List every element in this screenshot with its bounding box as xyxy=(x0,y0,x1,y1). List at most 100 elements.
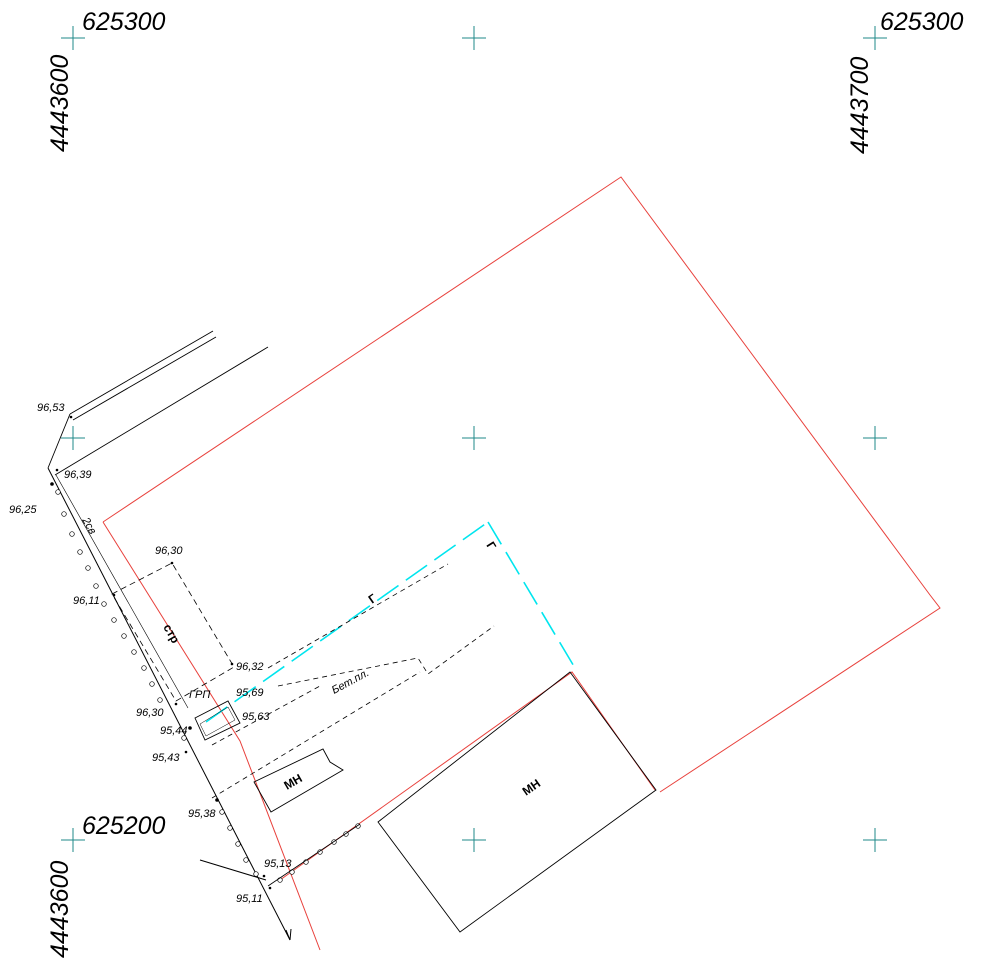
fence-post xyxy=(121,633,127,639)
grp-outline xyxy=(194,700,241,741)
fence-post xyxy=(111,617,117,623)
elevation-mark: 96,53 xyxy=(37,402,65,414)
fence-post xyxy=(85,565,91,571)
fence-line xyxy=(47,467,292,941)
arrow-head xyxy=(285,928,292,941)
concrete-pad xyxy=(211,563,495,799)
fence-post xyxy=(77,549,83,555)
property-boundary xyxy=(102,176,941,951)
grid-label-top-right-x: 625300 xyxy=(880,8,964,36)
elevation-point xyxy=(112,593,116,597)
fence-post xyxy=(317,849,323,855)
road-lines xyxy=(47,330,269,476)
gas-pipeline xyxy=(205,521,576,723)
fence-posts xyxy=(55,489,361,883)
elevation-point xyxy=(174,702,178,706)
elevation-point xyxy=(215,798,219,802)
road-edge xyxy=(69,330,214,415)
elevation-point xyxy=(50,482,54,486)
concrete-pad-edge xyxy=(267,563,449,669)
elevation-point xyxy=(184,750,188,754)
building-str xyxy=(111,562,235,702)
concrete-pad-edge xyxy=(277,625,495,687)
grp-inner xyxy=(199,706,236,737)
grid-cross xyxy=(462,828,486,852)
fence-post xyxy=(149,681,155,687)
building-mn-small-label: МН xyxy=(282,771,305,792)
gas-line-main xyxy=(205,521,489,723)
grid-cross xyxy=(863,26,887,50)
elevation-mark: 95,38 xyxy=(188,808,216,820)
grid-cross xyxy=(61,426,85,450)
elevation-point xyxy=(262,874,266,878)
fence-post xyxy=(219,809,225,815)
grid-label-top-right-y: 4443700 xyxy=(846,57,874,154)
fence-post xyxy=(157,697,163,703)
fence-lower-segment xyxy=(267,823,361,887)
grid-label-bottom-left-y: 4443600 xyxy=(46,861,74,958)
fence-post xyxy=(61,511,67,517)
arrow-line xyxy=(199,859,267,881)
elevation-point xyxy=(55,468,59,472)
fence-post xyxy=(227,825,233,831)
elevation-mark: 95,69 xyxy=(236,687,264,699)
gas-line-branch xyxy=(487,521,576,669)
gas-label: Г xyxy=(366,591,380,606)
elevation-points xyxy=(50,415,272,890)
fence-post xyxy=(55,489,61,495)
elevation-point xyxy=(170,561,174,565)
grid-label-bottom-left-x: 625200 xyxy=(82,812,166,840)
elevation-mark: 95,44 xyxy=(160,725,188,737)
building-outline xyxy=(377,671,657,933)
building-outline xyxy=(253,748,344,813)
building-str-label: стр xyxy=(160,622,182,646)
fence-post xyxy=(235,841,241,847)
elevation-mark: 95,11 xyxy=(236,893,263,905)
road-edge xyxy=(54,346,269,476)
grid-cross xyxy=(863,426,887,450)
grp-label: ГРП xyxy=(189,689,210,701)
boundary-lower-road xyxy=(279,671,656,881)
concrete-pad-edge xyxy=(211,671,421,799)
elevation-mark: 96,25 xyxy=(9,504,37,516)
grid-cross xyxy=(462,26,486,50)
road-edge xyxy=(72,336,217,421)
fence-post xyxy=(243,857,249,863)
building-mn-large-label: МН xyxy=(520,776,543,798)
elevation-mark: 95,13 xyxy=(264,858,292,870)
elevation-mark: 96,39 xyxy=(64,469,92,481)
fence-post xyxy=(101,601,107,607)
grid-label-top-left-x: 625300 xyxy=(82,8,166,36)
boundary-large-parcel xyxy=(102,176,941,793)
elevation-point xyxy=(69,415,73,419)
elevation-mark: 96,30 xyxy=(155,545,183,557)
concrete-pad-edge xyxy=(211,685,321,746)
fence-post xyxy=(131,649,137,655)
building-mn-small xyxy=(253,748,344,813)
fence-post xyxy=(289,869,295,875)
elevation-mark: 95,43 xyxy=(152,752,180,764)
fence-post xyxy=(69,531,75,537)
fence-post xyxy=(181,735,187,741)
boundary-left-edge xyxy=(102,521,321,951)
building-outline xyxy=(111,562,235,702)
elevation-mark: 95,63 xyxy=(242,711,270,723)
fence-post xyxy=(253,871,259,877)
grid-cross xyxy=(863,828,887,852)
elevation-mark: 96,32 xyxy=(236,661,264,673)
grid-label-top-left-y: 4443600 xyxy=(46,55,74,152)
elevation-point xyxy=(268,886,272,890)
elevation-point xyxy=(188,726,192,730)
grid-crosses xyxy=(61,26,887,852)
grp-structure xyxy=(194,700,241,741)
elevation-point xyxy=(230,662,234,666)
fence-offset xyxy=(55,474,189,709)
elevation-mark: 96,11 xyxy=(73,595,100,607)
fence-post xyxy=(93,583,99,589)
grid-cross xyxy=(61,828,85,852)
gas-label: Г xyxy=(483,539,499,552)
building-mn-large xyxy=(377,671,657,933)
road-edge xyxy=(47,413,71,469)
grid-cross xyxy=(61,26,85,50)
